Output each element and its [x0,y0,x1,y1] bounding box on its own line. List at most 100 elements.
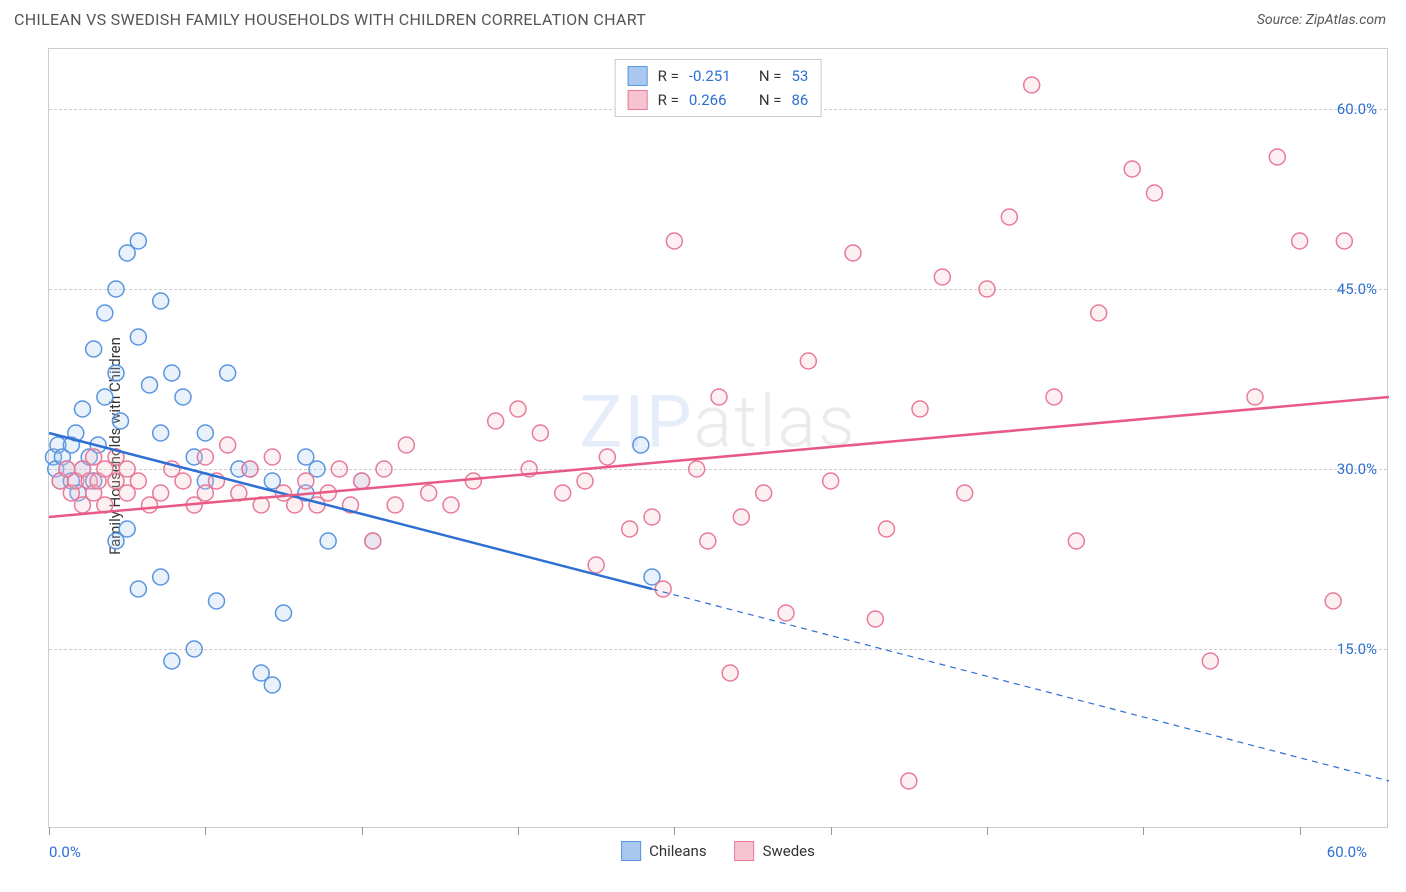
data-point [1325,593,1341,609]
data-point [153,569,169,585]
legend-swatch-icon [735,841,755,861]
data-point [186,641,202,657]
data-point [488,413,504,429]
trend-line-extrapolated [652,589,1389,781]
data-point [879,521,895,537]
data-point [778,605,794,621]
data-point [142,377,158,393]
scatter-svg [49,49,1387,827]
data-point [510,401,526,417]
data-point [242,461,258,477]
data-point [365,533,381,549]
data-point [555,485,571,501]
data-point [175,473,191,489]
legend-label: Swedes [763,842,815,860]
data-point [1024,77,1040,93]
data-point [979,281,995,297]
data-point [733,509,749,525]
trend-line [49,397,1389,517]
legend-swatch-swedes [628,90,648,110]
data-point [957,485,973,501]
data-point [465,473,481,489]
data-point [655,581,671,597]
data-point [398,437,414,453]
data-point [320,533,336,549]
chart-source: Source: ZipAtlas.com [1257,12,1386,28]
data-point [443,497,459,513]
correlation-row-swedes: R = 0.266 N = 86 [628,88,809,112]
data-point [867,611,883,627]
data-point [153,425,169,441]
data-point [164,365,180,381]
legend-item-chileans: Chileans [621,841,706,861]
data-point [175,389,191,405]
data-point [220,437,236,453]
data-point [1202,653,1218,669]
data-point [97,389,113,405]
data-point [153,485,169,501]
legend-item-swedes: Swedes [735,841,815,861]
data-point [934,269,950,285]
data-point [276,605,292,621]
legend-label: Chileans [649,842,706,860]
data-point [287,497,303,513]
data-point [75,401,91,417]
data-point [1046,389,1062,405]
r-value-chileans: -0.251 [689,67,741,85]
series-legend: Chileans Swedes [621,841,815,861]
data-point [197,425,213,441]
data-point [130,473,146,489]
data-point [599,449,615,465]
chart-plot-area: 15.0%30.0%45.0%60.0% ZIPatlas R = -0.251… [48,48,1388,828]
data-point [912,401,928,417]
data-point [756,485,772,501]
data-point [1336,233,1352,249]
correlation-legend: R = -0.251 N = 53 R = 0.266 N = 86 [615,59,822,117]
data-point [130,233,146,249]
data-point [264,449,280,465]
data-point [130,329,146,345]
data-point [644,509,660,525]
data-point [800,353,816,369]
n-value-swedes: 86 [791,91,808,109]
data-point [421,485,437,501]
chart-title: CHILEAN VS SWEDISH FAMILY HOUSEHOLDS WIT… [14,10,646,29]
data-point [1147,185,1163,201]
data-point [532,425,548,441]
data-point [1001,209,1017,225]
data-point [845,245,861,261]
data-point [130,581,146,597]
data-point [86,341,102,357]
data-point [220,365,236,381]
data-point [97,305,113,321]
trend-line [49,433,652,589]
legend-swatch-chileans [628,66,648,86]
data-point [298,473,314,489]
legend-swatch-icon [621,841,641,861]
chart-header: CHILEAN VS SWEDISH FAMILY HOUSEHOLDS WIT… [0,0,1406,37]
data-point [1247,389,1263,405]
data-point [1068,533,1084,549]
data-point [577,473,593,489]
data-point [331,461,347,477]
x-axis-max-label: 60.0% [1327,843,1367,861]
data-point [1269,149,1285,165]
data-point [588,557,604,573]
data-point [901,773,917,789]
data-point [376,461,392,477]
data-point [689,461,705,477]
data-point [108,281,124,297]
x-axis-min-label: 0.0% [49,843,81,861]
data-point [164,653,180,669]
data-point [197,449,213,465]
data-point [1091,305,1107,321]
data-point [700,533,716,549]
data-point [1292,233,1308,249]
data-point [1124,161,1140,177]
data-point [119,521,135,537]
data-point [711,389,727,405]
data-point [823,473,839,489]
data-point [112,413,128,429]
data-point [666,233,682,249]
data-point [209,593,225,609]
